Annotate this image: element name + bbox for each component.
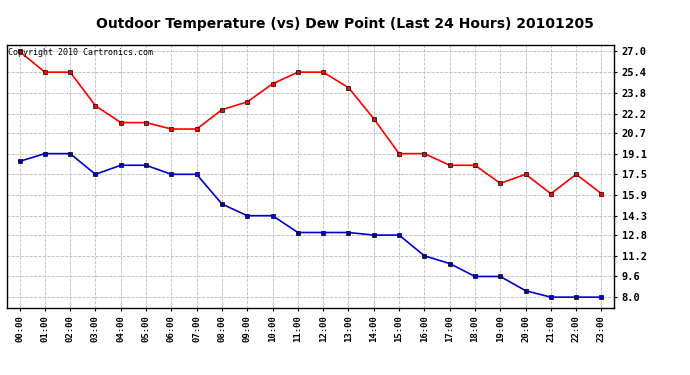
Text: Copyright 2010 Cartronics.com: Copyright 2010 Cartronics.com [8,48,153,57]
Text: Outdoor Temperature (vs) Dew Point (Last 24 Hours) 20101205: Outdoor Temperature (vs) Dew Point (Last… [96,17,594,31]
